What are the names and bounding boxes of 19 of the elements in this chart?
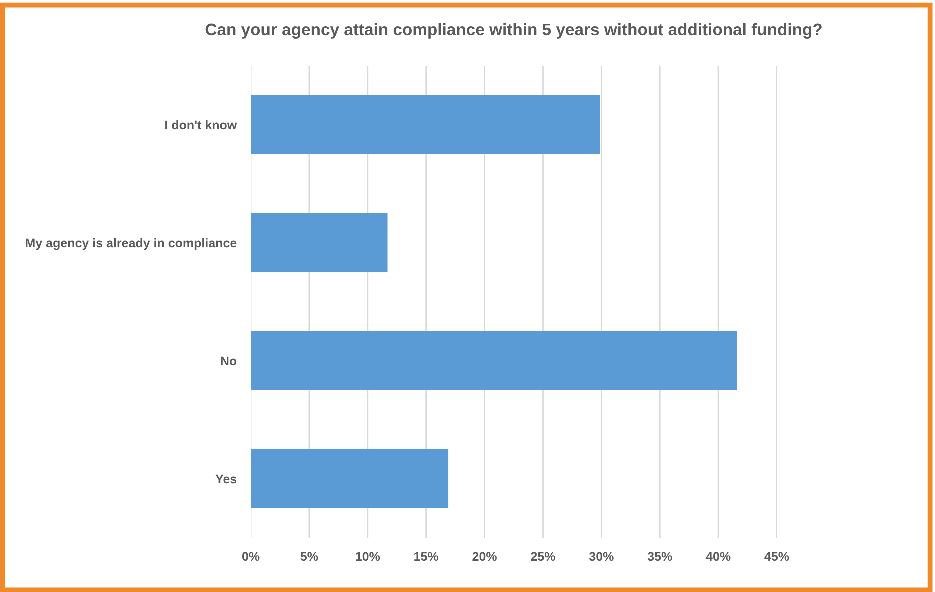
x-tick-label: 40% xyxy=(706,552,731,562)
y-tick-label: I don't know xyxy=(166,120,238,130)
y-tick-label: Yes xyxy=(216,474,237,484)
chart-title: Can your agency attain compliance within 5 years without additional funding? xyxy=(206,23,822,39)
x-tick-label: 35% xyxy=(648,552,672,562)
x-tick-label: 0% xyxy=(242,552,260,562)
x-tick-label: 45% xyxy=(764,552,790,562)
x-tick-label: 15% xyxy=(414,552,439,562)
bar xyxy=(251,332,738,390)
x-tick-label: 5% xyxy=(300,552,318,562)
x-tick-label: 20% xyxy=(472,552,497,562)
y-tick-label: My agency is already in compliance xyxy=(26,238,237,250)
y-tick-label: No xyxy=(221,356,237,366)
x-tick-label: 10% xyxy=(356,552,380,562)
x-tick-label: 30% xyxy=(589,552,614,562)
bar xyxy=(251,96,600,154)
bar xyxy=(251,214,388,272)
x-tick-label: 25% xyxy=(531,552,556,562)
bar xyxy=(251,450,449,508)
